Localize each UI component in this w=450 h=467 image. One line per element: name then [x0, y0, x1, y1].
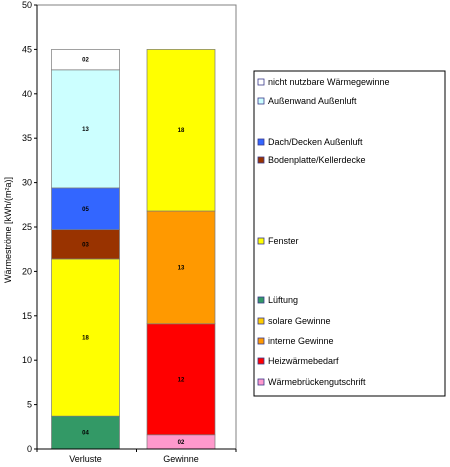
y-tick-label: 20: [22, 266, 32, 276]
data-label: 02: [82, 58, 89, 64]
y-tick-label: 10: [22, 355, 32, 365]
y-tick-label: 35: [22, 133, 32, 143]
legend-item: Heizwärmebedarf: [257, 356, 339, 366]
legend-label: solare Gewinne: [268, 316, 331, 326]
bar-gewinne-fenster: [146, 49, 216, 212]
legend: nicht nutzbare Wärmegewinne Außenwand Auß…: [253, 70, 446, 397]
legend-swatch: [257, 378, 265, 386]
y-tick-label: 25: [22, 222, 32, 232]
data-label: 04: [82, 431, 89, 437]
bar-verluste-l-ftung: [51, 415, 120, 450]
legend-item: Fenster: [257, 236, 299, 246]
y-tick-label: 50: [22, 0, 32, 10]
legend-swatch: [257, 237, 265, 245]
y-tick-label: 30: [22, 178, 32, 188]
legend-label: Heizwärmebedarf: [268, 356, 339, 366]
legend-swatch: [257, 156, 265, 164]
plot-area: 04 18 03 05 13 02 02 12 13 18: [36, 4, 237, 450]
bar-verluste-nicht-nutzbare-w-rmegewinne: [51, 49, 120, 71]
legend-label: Wärmebrückengutschrift: [268, 377, 366, 387]
data-label: 13: [178, 265, 185, 271]
x-axis: Verluste Gewinne: [36, 448, 237, 464]
y-axis-label: Wärmeströme [kWh/(m²a)]: [3, 177, 13, 283]
legend-label: Dach/Decken Außenluft: [268, 137, 363, 147]
legend-swatch: [257, 337, 265, 345]
data-label: 13: [82, 127, 89, 133]
legend-swatch: [257, 78, 265, 86]
data-label: 05: [82, 207, 89, 213]
bar-gewinne-heizw-rmebedarf: [146, 323, 216, 436]
legend-label: Fenster: [268, 236, 299, 246]
x-tick-label: Gewinne: [163, 454, 199, 464]
data-label: 03: [82, 242, 89, 248]
legend-label: Lüftung: [268, 295, 298, 305]
legend-item: solare Gewinne: [257, 316, 331, 326]
y-axis: 0 5 10 15 20 25 30 35 40 45 50: [22, 0, 38, 454]
x-tick-label: Verluste: [69, 454, 102, 464]
legend-box: [253, 70, 446, 397]
legend-item: Außenwand Außenluft: [257, 96, 357, 106]
legend-swatch: [257, 317, 265, 325]
legend-item: nicht nutzbare Wärmegewinne: [257, 77, 390, 87]
legend-label: nicht nutzbare Wärmegewinne: [268, 77, 390, 87]
bar-verluste-au-enwand-au-enluft: [51, 69, 120, 189]
legend-swatch: [257, 138, 265, 146]
legend-label: Außenwand Außenluft: [268, 96, 357, 106]
legend-swatch: [257, 97, 265, 105]
y-tick-label: 45: [22, 44, 32, 54]
legend-swatch: [257, 296, 265, 304]
y-tick-label: 5: [27, 400, 32, 410]
bar-verluste-dach-decken-au-enluft: [51, 187, 120, 231]
data-label: 12: [178, 377, 185, 383]
data-label: 02: [178, 440, 185, 446]
legend-label: Bodenplatte/Kellerdecke: [268, 155, 366, 165]
y-tick-label: 15: [22, 311, 32, 321]
data-label: 18: [82, 336, 89, 342]
bar-gewinne-interne-gewinne: [146, 210, 216, 325]
legend-item: Dach/Decken Außenluft: [257, 137, 363, 147]
legend-item: Lüftung: [257, 295, 298, 305]
y-tick-label: 40: [22, 89, 32, 99]
bar-verluste-bodenplatte-kellerdecke: [51, 229, 120, 260]
legend-item: Bodenplatte/Kellerdecke: [257, 155, 366, 165]
legend-item: interne Gewinne: [257, 336, 334, 346]
y-tick-label: 0: [27, 444, 32, 454]
legend-label: interne Gewinne: [268, 336, 334, 346]
legend-swatch: [257, 357, 265, 365]
data-label: 18: [178, 128, 185, 134]
legend-item: Wärmebrückengutschrift: [257, 377, 366, 387]
